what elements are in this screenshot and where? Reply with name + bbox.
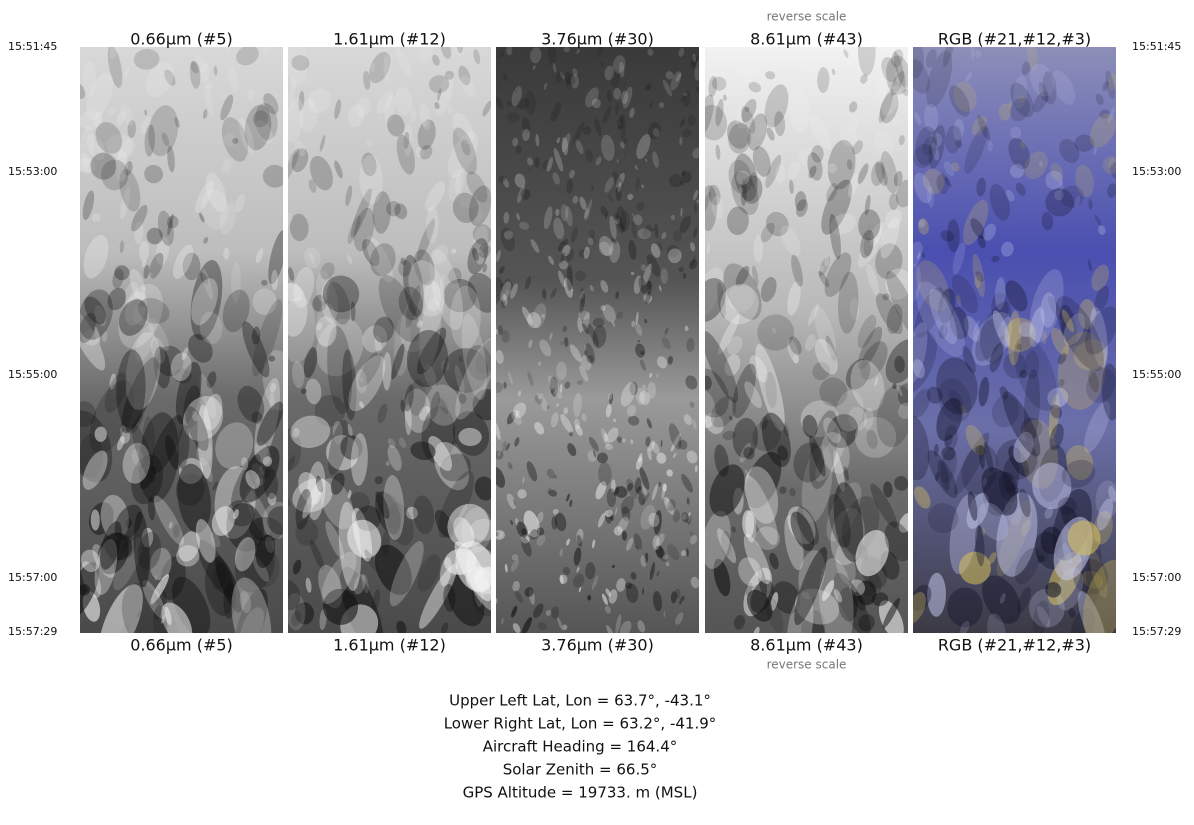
panel-note: reverse scale: [767, 10, 847, 24]
time-label: 15:57:29: [8, 625, 57, 638]
panel-label: 3.76μm (#30): [541, 30, 654, 49]
panel-label: RGB (#21,#12,#3): [938, 636, 1091, 655]
texture: [754, 235, 763, 262]
image-panel: [884, 33, 1137, 656]
texture: [663, 611, 665, 617]
panel-label: 0.66μm (#5): [130, 30, 233, 49]
image-panel: [682, 26, 926, 665]
image-panels: [58, 26, 1137, 667]
texture: [556, 361, 567, 379]
figure: 15:51:45 15:53:00 15:55:00 15:57:00 15:5…: [0, 0, 1194, 825]
time-label: 15:55:00: [8, 368, 57, 381]
panel-label: 1.61μm (#12): [333, 30, 446, 49]
info-line: Upper Left Lat, Lon = 63.7°, -43.1°: [449, 692, 711, 710]
panel-label: 0.66μm (#5): [130, 636, 233, 655]
time-label: 15:57:00: [1132, 571, 1181, 584]
texture: [671, 215, 676, 220]
time-label: 15:57:29: [1132, 625, 1181, 638]
panel-label: 8.61μm (#43): [750, 30, 863, 49]
info-line: Aircraft Heading = 164.4°: [483, 738, 678, 756]
info-line: Solar Zenith = 66.5°: [503, 761, 658, 779]
panel-label: 3.76μm (#30): [541, 636, 654, 655]
texture: [506, 46, 512, 56]
info-line: Lower Right Lat, Lon = 63.2°, -41.9°: [444, 715, 717, 733]
image-panel: [274, 35, 520, 659]
texture: [503, 382, 506, 389]
texture: [694, 203, 697, 213]
panel-label: 1.61μm (#12): [333, 636, 446, 655]
time-label: 15:51:45: [8, 40, 57, 53]
image-panel: [58, 39, 297, 667]
panel-label: RGB (#21,#12,#3): [938, 30, 1091, 49]
panel-note: reverse scale: [767, 658, 847, 672]
time-label: 15:53:00: [1132, 165, 1181, 178]
info-line: GPS Altitude = 19733. m (MSL): [463, 784, 698, 802]
texture: [271, 270, 278, 290]
time-label: 15:53:00: [8, 165, 57, 178]
texture: [647, 382, 656, 399]
time-label: 15:57:00: [8, 571, 57, 584]
time-label: 15:51:45: [1132, 40, 1181, 53]
panel-label: 8.61μm (#43): [750, 636, 863, 655]
texture: [617, 159, 619, 162]
texture: [567, 265, 573, 291]
image-panel: [487, 42, 703, 639]
texture: [811, 145, 823, 163]
time-label: 15:55:00: [1132, 368, 1181, 381]
